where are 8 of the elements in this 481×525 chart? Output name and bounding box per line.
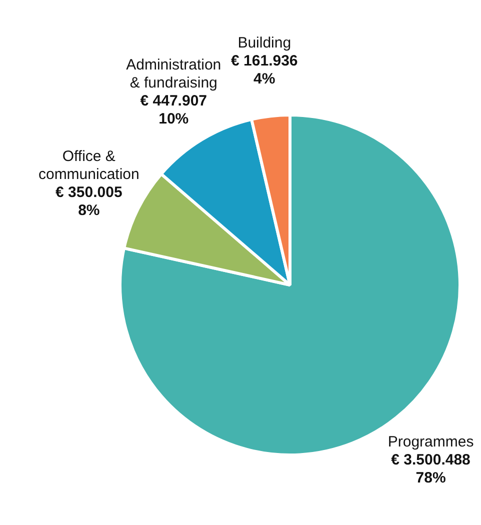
slice-label: Programmes <box>388 434 474 451</box>
data-label: € 3.500.488 78% <box>391 452 470 487</box>
slice-label: Building <box>238 34 292 52</box>
slice-label: Administration & fundraising <box>126 56 222 92</box>
slice-label: Office & communication <box>38 148 140 184</box>
data-label: € 161.936 4% <box>231 52 298 88</box>
data-label: € 447.907 10% <box>140 92 207 128</box>
data-label: € 350.005 8% <box>56 184 122 220</box>
